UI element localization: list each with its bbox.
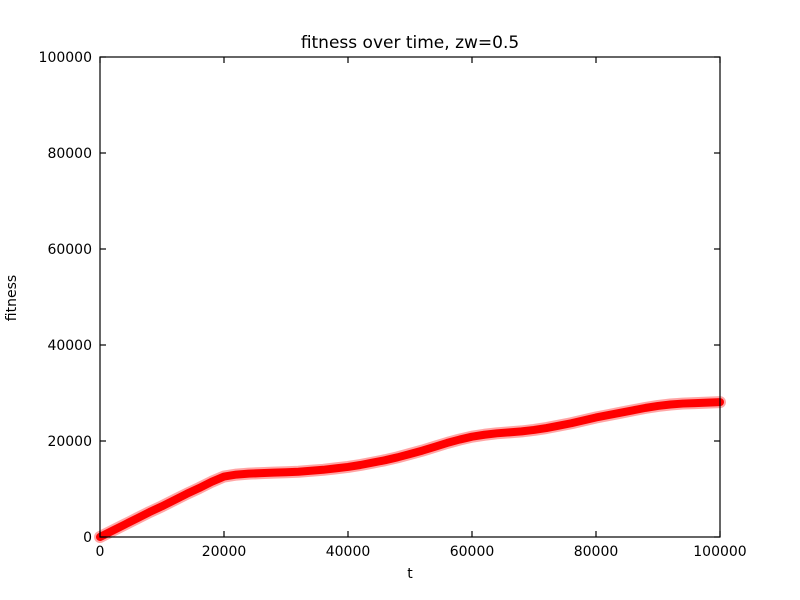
y-tick-label: 80000 xyxy=(47,146,92,162)
x-tick-label: 80000 xyxy=(574,544,619,560)
x-tick-label: 20000 xyxy=(202,544,247,560)
plot-frame xyxy=(99,56,721,538)
y-tick-label: 40000 xyxy=(47,338,92,354)
x-tick-label: 100000 xyxy=(693,544,746,560)
y-tick-label: 60000 xyxy=(47,242,92,258)
fitness-line xyxy=(96,398,724,541)
y-tick-label: 20000 xyxy=(47,434,92,450)
fitness-line-halo xyxy=(94,396,726,543)
y-tick-label: 0 xyxy=(83,530,92,546)
chart-title: fitness over time, zw=0.5 xyxy=(300,33,520,53)
x-tick-label: 0 xyxy=(96,544,105,560)
y-axis-label: fitness xyxy=(4,274,20,322)
y-tick-label: 100000 xyxy=(39,50,92,66)
x-tick-label: 60000 xyxy=(450,544,495,560)
x-tick-label: 40000 xyxy=(326,544,371,560)
x-axis-label: t xyxy=(407,566,413,582)
